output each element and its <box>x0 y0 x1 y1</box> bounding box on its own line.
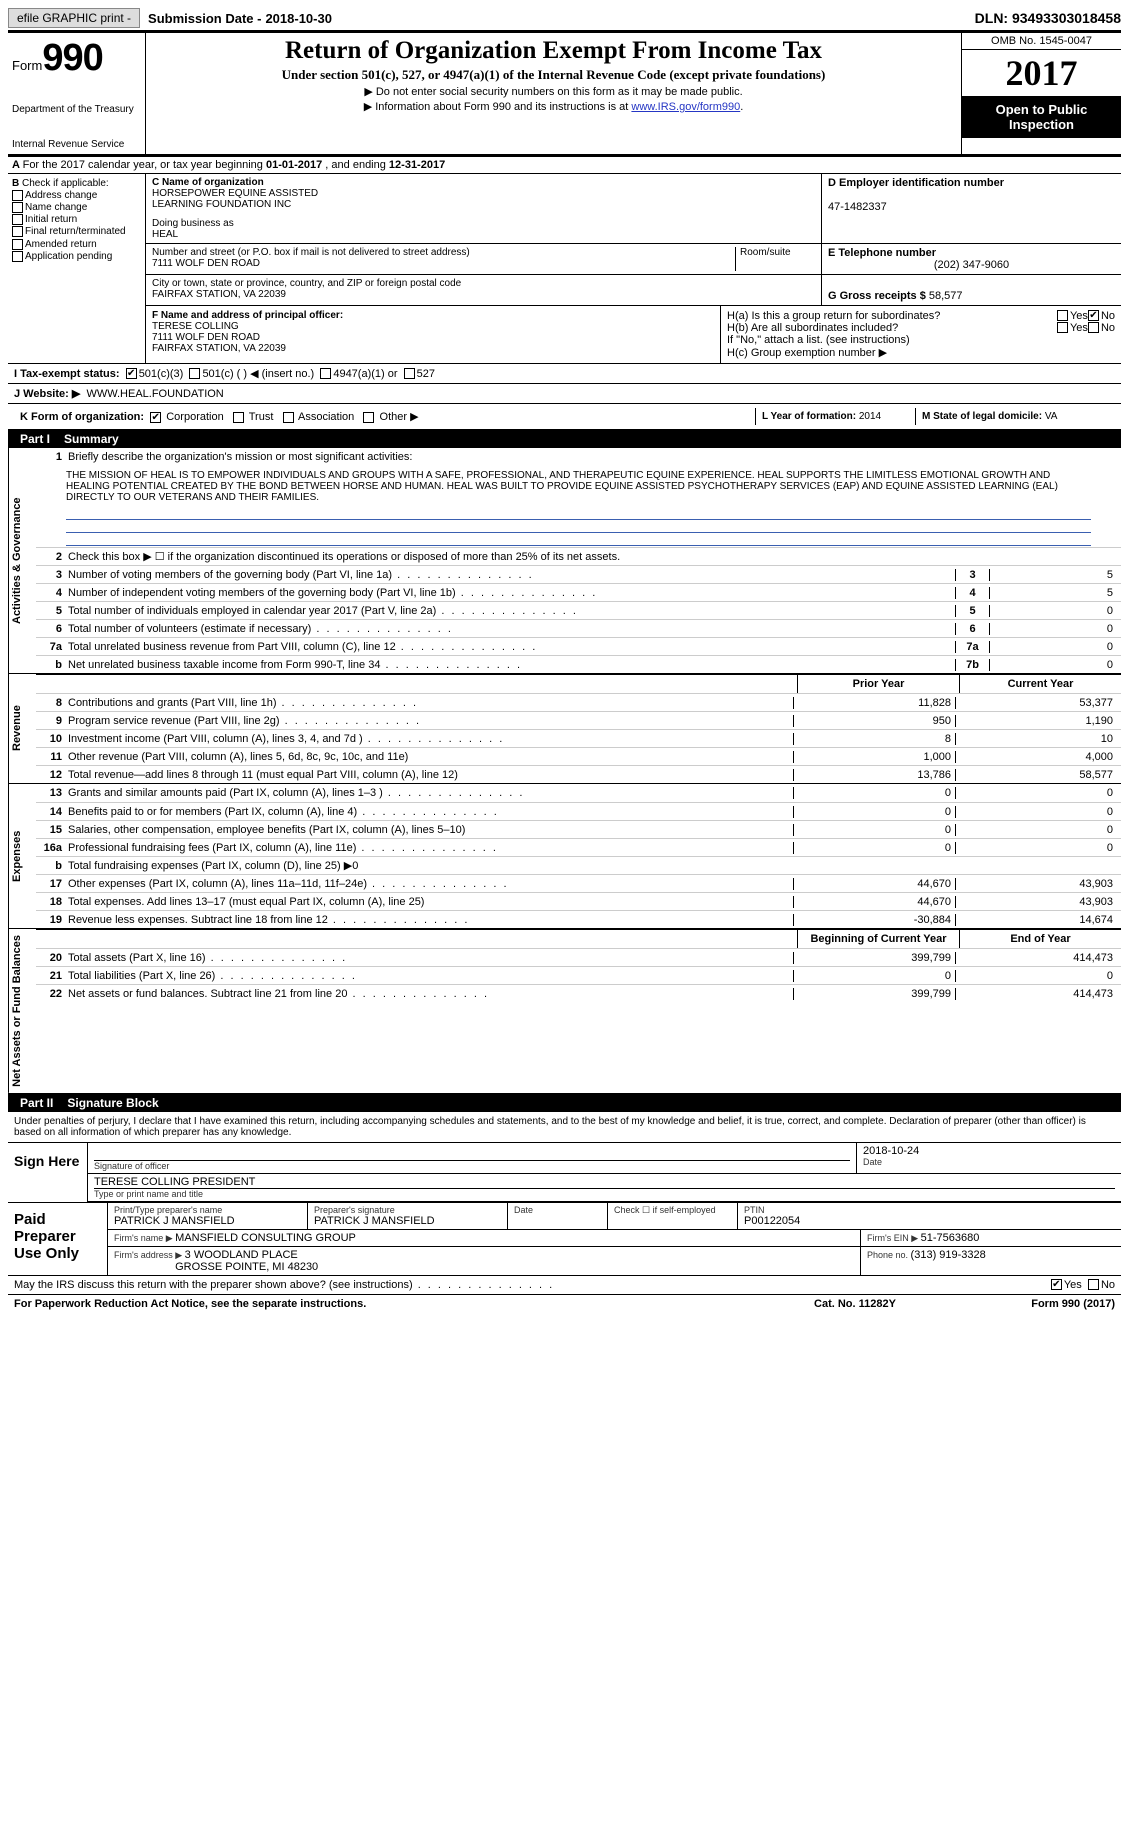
ag-label: Activities & Governance <box>8 448 36 673</box>
blank-line <box>66 534 1091 546</box>
activities-governance: Activities & Governance 1Briefly describ… <box>8 448 1121 674</box>
form-page: efile GRAPHIC print - Submission Date - … <box>0 0 1129 1321</box>
form-label: Form <box>12 58 42 73</box>
part1-header: Part ISummary <box>8 430 1121 448</box>
tax-year: 2017 <box>962 50 1121 96</box>
cb-assoc[interactable] <box>283 412 294 423</box>
form-id-box: Form990 Department of the Treasury Inter… <box>8 33 146 154</box>
form-number: 990 <box>42 37 102 79</box>
sign-here-block: Sign Here Signature of officer 2018-10-2… <box>8 1143 1121 1202</box>
irs-link[interactable]: www.IRS.gov/form990 <box>631 101 740 113</box>
mission-text: THE MISSION OF HEAL IS TO EMPOWER INDIVI… <box>36 466 1121 507</box>
cb-amended-return[interactable]: Amended return <box>12 239 141 250</box>
phone-box: E Telephone number (202) 347-9060 <box>821 244 1121 274</box>
paid-preparer-label: Paid Preparer Use Only <box>8 1203 108 1275</box>
address-box: Number and street (or P.O. box if mail i… <box>146 244 821 274</box>
efile-button[interactable]: efile GRAPHIC print - <box>8 8 140 28</box>
perjury-declaration: Under penalties of perjury, I declare th… <box>8 1112 1121 1143</box>
bottom-footer: For Paperwork Reduction Act Notice, see … <box>8 1295 1121 1313</box>
paid-preparer-block: Paid Preparer Use Only Print/Type prepar… <box>8 1202 1121 1276</box>
cb-other[interactable] <box>363 412 374 423</box>
cb-name-change[interactable]: Name change <box>12 202 141 213</box>
open-public: Open to Public Inspection <box>962 96 1121 138</box>
row-k: K Form of organization: ✔ Corporation Tr… <box>8 404 1121 430</box>
h-c: H(c) Group exemption number ▶ <box>727 346 1115 359</box>
col-c-g: C Name of organization HORSEPOWER EQUINE… <box>146 174 1121 363</box>
top-bar: efile GRAPHIC print - Submission Date - … <box>8 8 1121 33</box>
revenue-label: Revenue <box>8 674 36 783</box>
room-suite: Room/suite <box>735 247 815 271</box>
net-assets-label: Net Assets or Fund Balances <box>8 929 36 1093</box>
expenses-section: Expenses 13Grants and similar amounts pa… <box>8 784 1121 929</box>
part2-header: Part IISignature Block <box>8 1094 1121 1112</box>
info-note: ▶ Information about Form 990 and its ins… <box>154 100 953 113</box>
org-name-box: C Name of organization HORSEPOWER EQUINE… <box>146 174 821 243</box>
ha-yes[interactable] <box>1057 310 1068 321</box>
row-a: A For the 2017 calendar year, or tax yea… <box>8 157 1121 174</box>
h-box: H(a) Is this a group return for subordin… <box>721 306 1121 363</box>
cb-trust[interactable] <box>233 412 244 423</box>
col-b: B Check if applicable: Address change Na… <box>8 174 146 363</box>
discuss-row: May the IRS discuss this return with the… <box>8 1276 1121 1295</box>
net-assets-section: Net Assets or Fund Balances Beginning of… <box>8 929 1121 1094</box>
cb-corp[interactable]: ✔ <box>150 412 161 423</box>
officer-box: F Name and address of principal officer:… <box>146 306 721 363</box>
blank-line <box>66 521 1091 533</box>
cb-501c[interactable] <box>189 368 200 379</box>
hb-yes[interactable] <box>1057 322 1068 333</box>
expenses-label: Expenses <box>8 784 36 928</box>
section-b-h: B Check if applicable: Address change Na… <box>8 174 1121 364</box>
hb-no[interactable] <box>1088 322 1099 333</box>
sign-here-label: Sign Here <box>8 1143 88 1202</box>
cb-application-pending[interactable]: Application pending <box>12 251 141 262</box>
cb-initial-return[interactable]: Initial return <box>12 214 141 225</box>
discuss-yes[interactable]: ✔ <box>1051 1279 1062 1290</box>
city-box: City or town, state or province, country… <box>146 275 821 305</box>
omb-number: OMB No. 1545-0047 <box>962 33 1121 50</box>
submission-label: Submission Date - <box>148 11 261 26</box>
ha-no[interactable]: ✔ <box>1088 310 1099 321</box>
form-header: Form990 Department of the Treasury Inter… <box>8 33 1121 157</box>
form-subtitle: Under section 501(c), 527, or 4947(a)(1)… <box>154 67 953 83</box>
dept-treasury: Department of the Treasury <box>12 104 141 115</box>
title-box: Return of Organization Exempt From Incom… <box>146 33 961 154</box>
cb-address-change[interactable]: Address change <box>12 190 141 201</box>
form-title: Return of Organization Exempt From Incom… <box>154 37 953 65</box>
discuss-no[interactable] <box>1088 1279 1099 1290</box>
cb-501c3[interactable]: ✔ <box>126 368 137 379</box>
ssn-note: ▶ Do not enter social security numbers o… <box>154 85 953 98</box>
year-formation: L Year of formation: 2014 <box>755 408 915 425</box>
ein-box: D Employer identification number 47-1482… <box>821 174 1121 243</box>
h-note: If "No," attach a list. (see instruction… <box>727 334 1115 346</box>
cb-527[interactable] <box>404 368 415 379</box>
state-domicile: M State of legal domicile: VA <box>915 408 1115 425</box>
gross-receipts: G Gross receipts $ 58,577 <box>821 275 1121 305</box>
cb-final-return[interactable]: Final return/terminated <box>12 226 141 237</box>
row-i: I Tax-exempt status: ✔ 501(c)(3) 501(c) … <box>8 364 1121 384</box>
dept-irs: Internal Revenue Service <box>12 139 141 150</box>
submission-date: 2018-10-30 <box>265 11 332 26</box>
revenue-section: Revenue Prior YearCurrent Year 8Contribu… <box>8 674 1121 784</box>
cb-4947[interactable] <box>320 368 331 379</box>
row-j: J Website: ▶ WWW.HEAL.FOUNDATION <box>8 384 1121 404</box>
dln: DLN: 93493303018458 <box>975 10 1121 26</box>
year-box: OMB No. 1545-0047 2017 Open to Public In… <box>961 33 1121 154</box>
blank-line <box>66 508 1091 520</box>
